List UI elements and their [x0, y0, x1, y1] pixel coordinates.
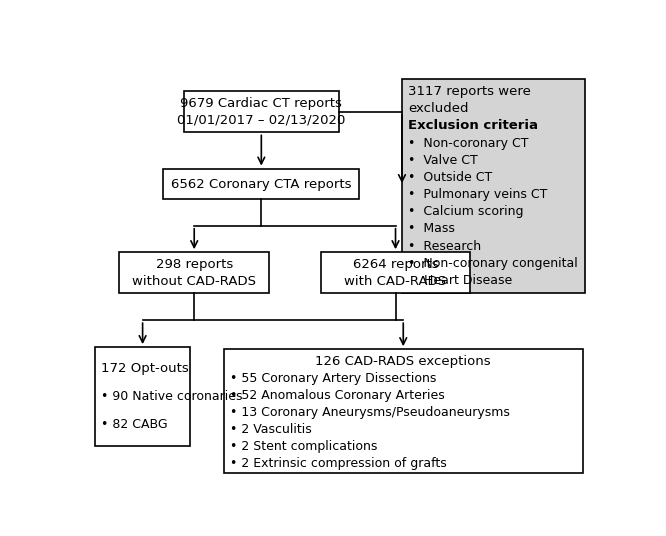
Text: • 55 Coronary Artery Dissections: • 55 Coronary Artery Dissections — [230, 373, 436, 385]
FancyBboxPatch shape — [95, 347, 190, 446]
Text: 6562 Coronary CTA reports: 6562 Coronary CTA reports — [171, 177, 352, 190]
Text: • 2 Stent complications: • 2 Stent complications — [230, 440, 378, 453]
Text: Heart Disease: Heart Disease — [408, 274, 512, 287]
Text: •  Research: • Research — [408, 240, 482, 252]
Text: •  Outside CT: • Outside CT — [408, 171, 492, 184]
Text: Exclusion criteria: Exclusion criteria — [408, 120, 538, 132]
FancyBboxPatch shape — [163, 168, 360, 199]
FancyBboxPatch shape — [402, 79, 585, 293]
Text: •  Valve CT: • Valve CT — [408, 154, 478, 167]
Text: •  Non-coronary CT: • Non-coronary CT — [408, 137, 529, 150]
Text: •  Mass: • Mass — [408, 222, 455, 235]
Text: 01/01/2017 – 02/13/2020: 01/01/2017 – 02/13/2020 — [177, 114, 346, 127]
Text: • 13 Coronary Aneurysms/Pseudoaneurysms: • 13 Coronary Aneurysms/Pseudoaneurysms — [230, 406, 510, 419]
Text: • 52 Anomalous Coronary Arteries: • 52 Anomalous Coronary Arteries — [230, 389, 445, 402]
Text: •  Calcium scoring: • Calcium scoring — [408, 205, 523, 218]
Text: • 90 Native coronaries: • 90 Native coronaries — [101, 390, 242, 403]
Text: • 82 CABG: • 82 CABG — [101, 419, 168, 431]
Text: • 2 Vasculitis: • 2 Vasculitis — [230, 423, 312, 436]
Text: 126 CAD-RADS exceptions: 126 CAD-RADS exceptions — [316, 355, 491, 368]
Text: •  Pulmonary veins CT: • Pulmonary veins CT — [408, 188, 547, 201]
Text: 172 Opt-outs: 172 Opt-outs — [101, 362, 188, 375]
Text: with CAD-RADS: with CAD-RADS — [344, 275, 447, 288]
Text: •  Non-coronary congenital: • Non-coronary congenital — [408, 257, 578, 270]
Text: 3117 reports were: 3117 reports were — [408, 85, 531, 98]
Text: 298 reports: 298 reports — [156, 258, 233, 271]
Text: 6264 reports: 6264 reports — [353, 258, 438, 271]
FancyBboxPatch shape — [119, 252, 269, 293]
Text: without CAD-RADS: without CAD-RADS — [133, 275, 256, 288]
Text: excluded: excluded — [408, 102, 469, 115]
Text: • 2 Extrinsic compression of grafts: • 2 Extrinsic compression of grafts — [230, 457, 447, 470]
FancyBboxPatch shape — [321, 252, 470, 293]
Text: 9679 Cardiac CT reports: 9679 Cardiac CT reports — [180, 96, 342, 110]
FancyBboxPatch shape — [224, 349, 583, 473]
FancyBboxPatch shape — [184, 91, 339, 132]
